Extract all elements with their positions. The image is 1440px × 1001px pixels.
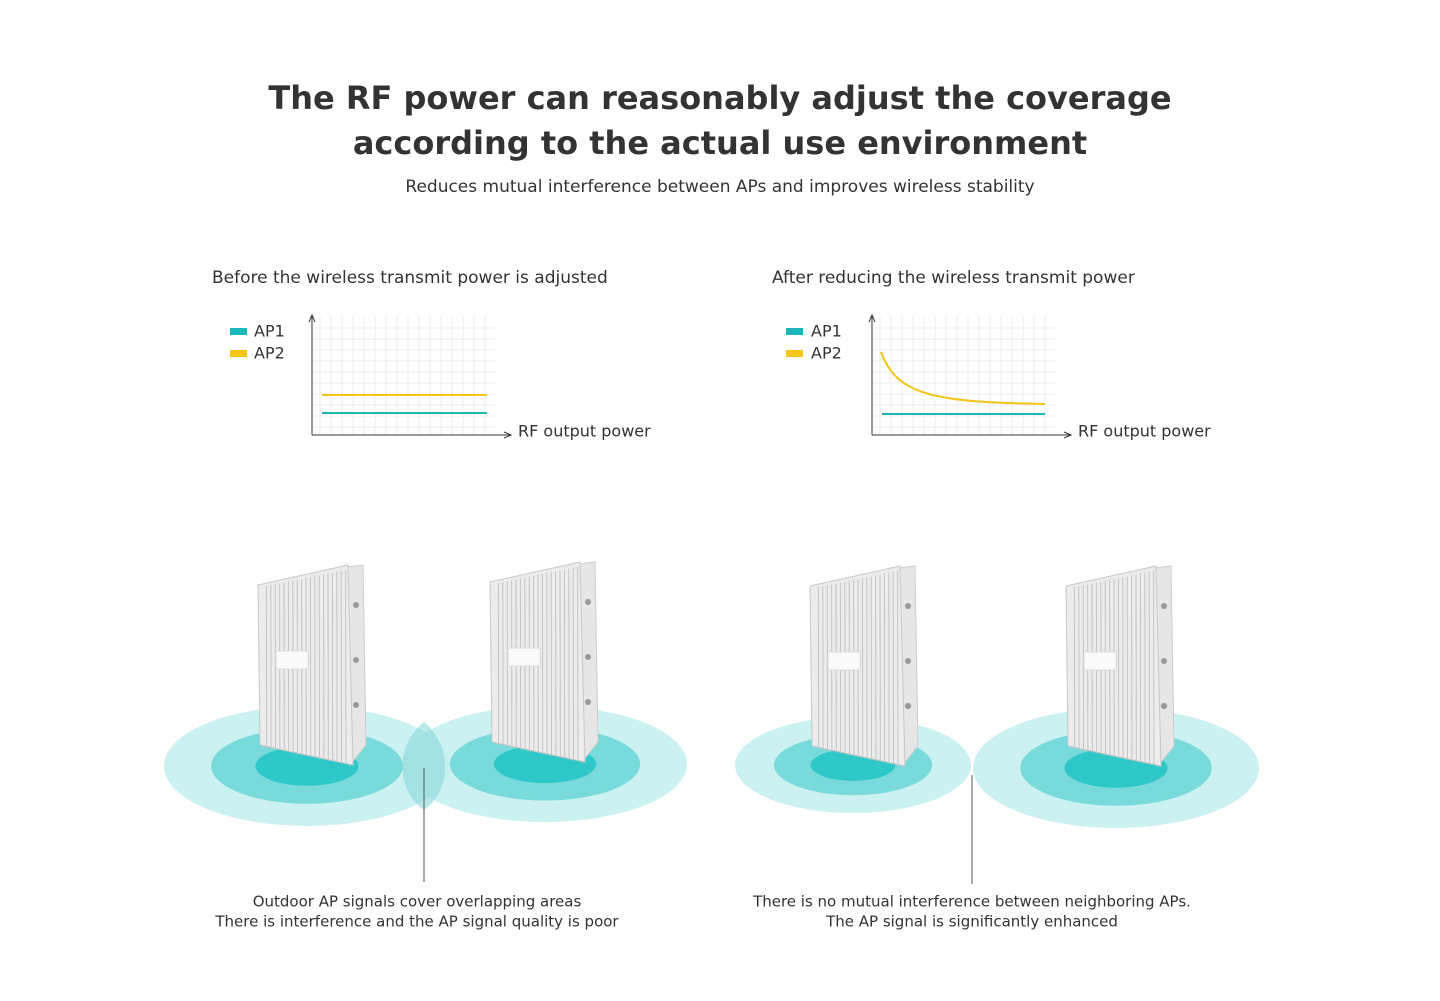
legend-label: AP1: [811, 322, 842, 341]
legend-swatch: [230, 350, 247, 357]
legend-swatch: [786, 328, 803, 335]
title-line: The RF power can reasonably adjust the c…: [268, 79, 1171, 117]
legend-swatch: [786, 350, 803, 357]
caption: There is no mutual interference between …: [752, 893, 1191, 911]
device-screw: [1161, 703, 1167, 709]
device-screw: [353, 657, 359, 663]
y-arrow: [308, 313, 316, 323]
device-screw: [353, 702, 359, 708]
device-screw: [585, 654, 591, 660]
axis-label: RF output power: [518, 422, 651, 441]
device-screw: [585, 699, 591, 705]
axis-label: RF output power: [1078, 422, 1211, 441]
legend-label: AP1: [254, 322, 285, 341]
legend-swatch: [230, 328, 247, 335]
caption: The AP signal is significantly enhanced: [825, 913, 1118, 931]
title-line: according to the actual use environment: [353, 124, 1087, 162]
legend-label: AP2: [254, 344, 285, 363]
device-screw: [1161, 603, 1167, 609]
device-screw: [353, 602, 359, 608]
device-label: [827, 651, 861, 671]
y-arrow: [868, 313, 876, 323]
x-arrow: [1063, 431, 1073, 439]
x-arrow: [503, 431, 513, 439]
device-label: [1083, 651, 1117, 671]
device-screw: [905, 603, 911, 609]
device-screw: [905, 658, 911, 664]
caption: There is interference and the AP signal …: [214, 913, 619, 931]
subtitle: Reduces mutual interference between APs …: [405, 177, 1034, 197]
ap2-curve: [880, 351, 1046, 405]
caption: Outdoor AP signals cover overlapping are…: [253, 893, 582, 911]
device-label: [275, 650, 309, 670]
panel-title: Before the wireless transmit power is ad…: [212, 268, 608, 288]
device-screw: [1161, 658, 1167, 664]
overlap: [402, 722, 445, 810]
device-label: [507, 647, 541, 667]
panel-title: After reducing the wireless transmit pow…: [772, 268, 1135, 288]
device-screw: [905, 703, 911, 709]
legend-label: AP2: [811, 344, 842, 363]
device-screw: [585, 599, 591, 605]
